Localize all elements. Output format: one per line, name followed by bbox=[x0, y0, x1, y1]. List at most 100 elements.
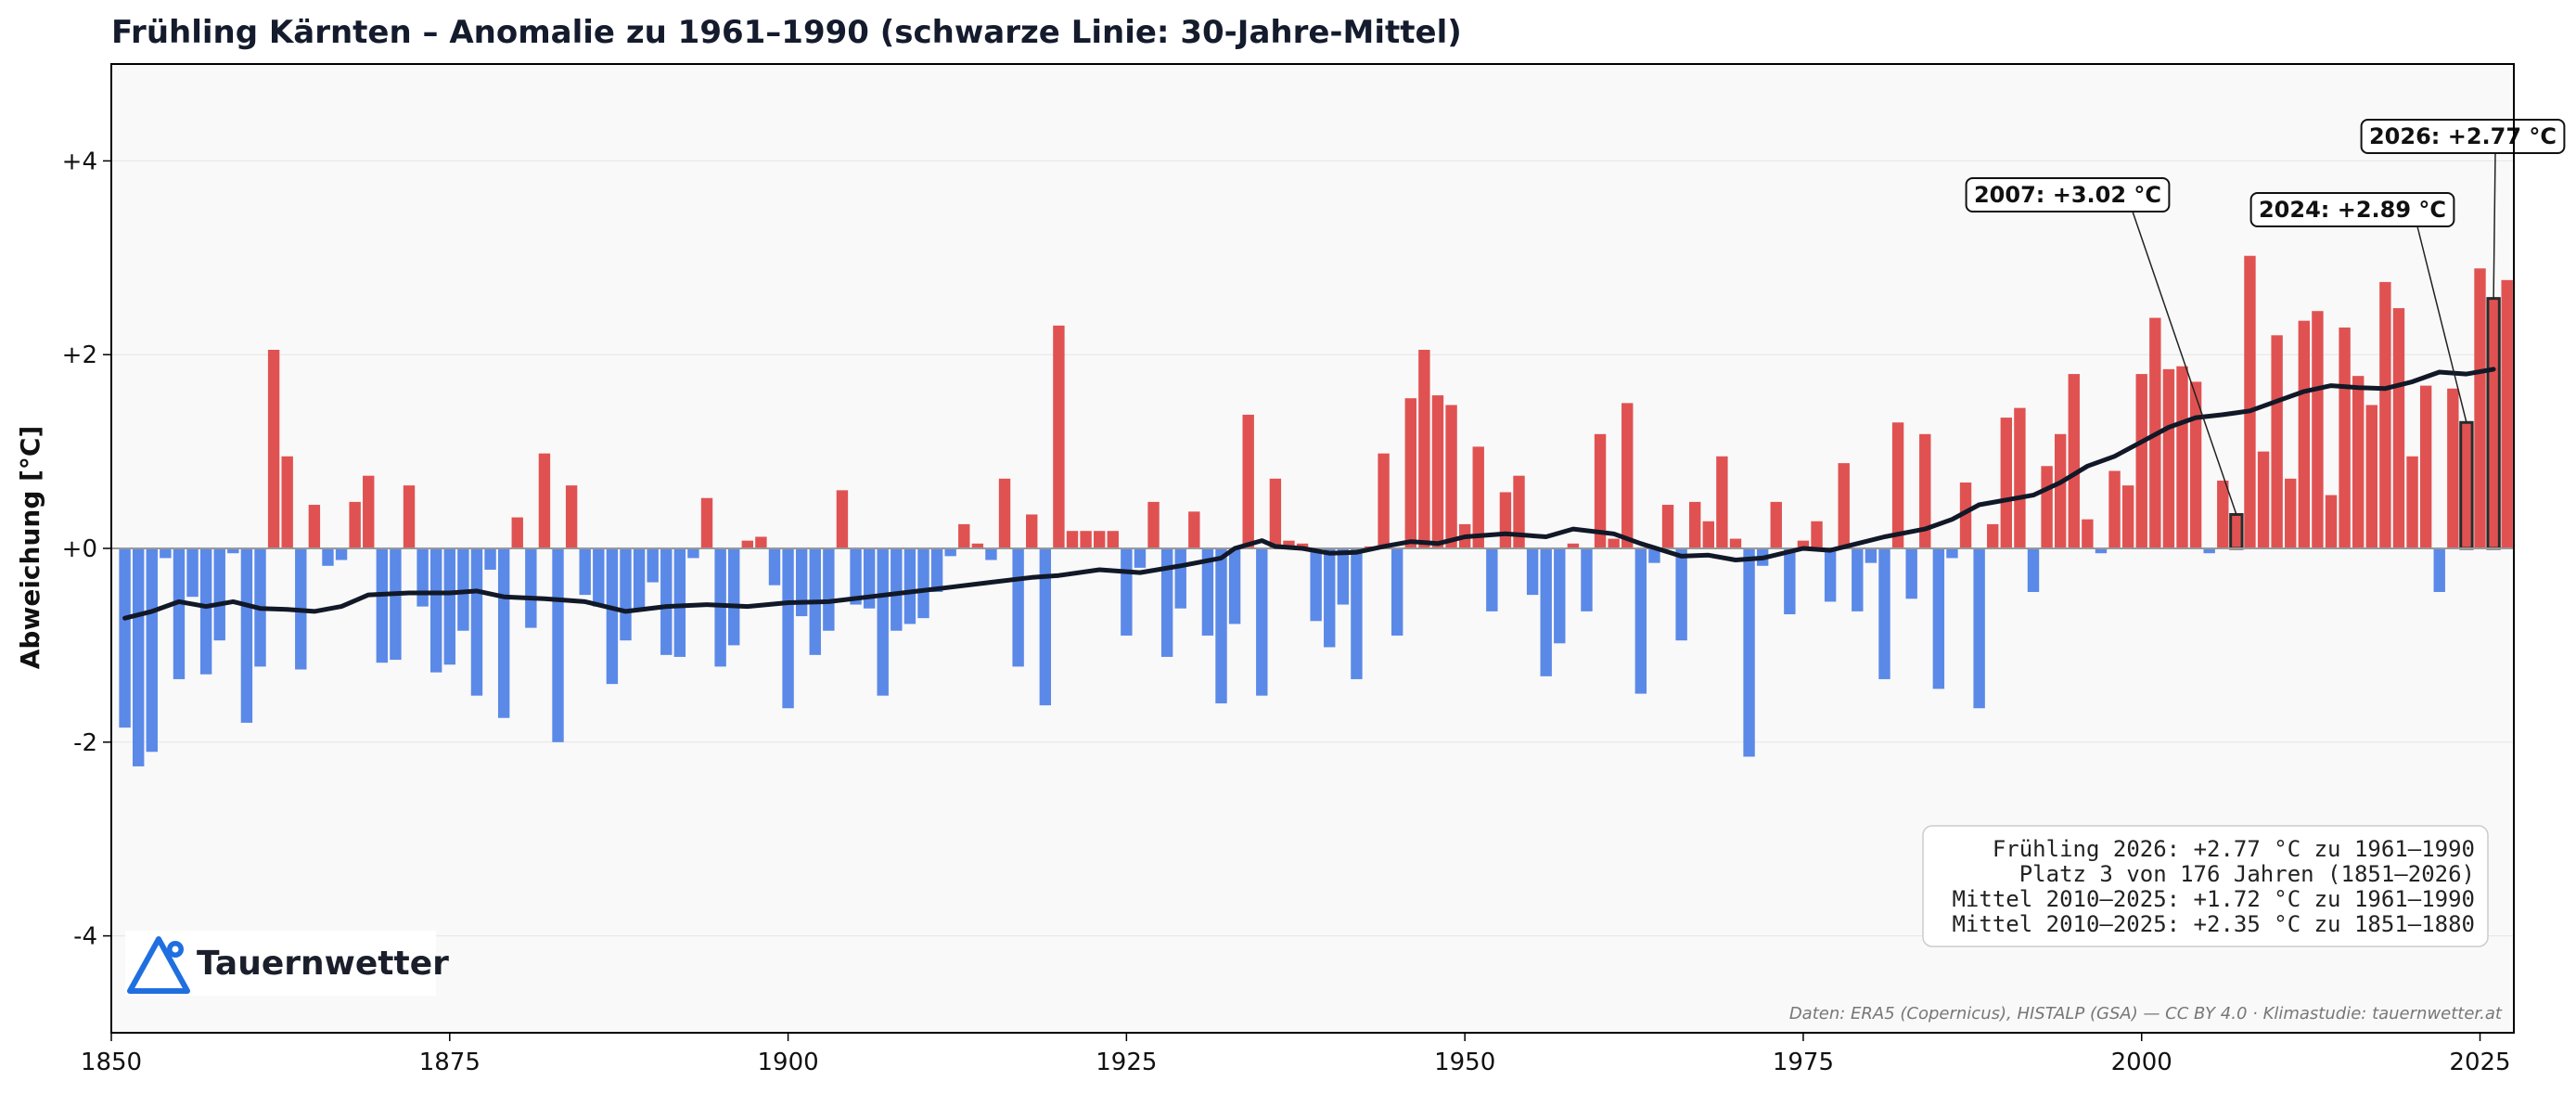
bar-1885 bbox=[579, 548, 591, 596]
running-mean-series bbox=[122, 367, 2496, 621]
bar-2024 bbox=[2459, 420, 2474, 550]
bar-1877 bbox=[470, 548, 483, 696]
bar-1961 bbox=[1608, 538, 1620, 548]
bar-1897 bbox=[741, 540, 754, 548]
bar-2000 bbox=[2135, 374, 2147, 548]
bar-1915 bbox=[985, 548, 997, 560]
bar-1952 bbox=[1486, 548, 1498, 611]
bar-1956 bbox=[1540, 548, 1552, 676]
bar-1944 bbox=[1378, 453, 1390, 548]
bar-2007 bbox=[2229, 512, 2244, 550]
bar-1913 bbox=[958, 523, 970, 548]
bar-1931 bbox=[1201, 548, 1214, 636]
bar-1995 bbox=[2068, 374, 2080, 548]
bar-1986 bbox=[1946, 548, 1958, 559]
x-tick-label: 1850 bbox=[81, 1049, 142, 1076]
bar-1941 bbox=[1337, 548, 1350, 605]
x-tick-label: 2000 bbox=[2111, 1049, 2172, 1076]
x-tick-label: 1975 bbox=[1773, 1049, 1834, 1076]
bar-1963 bbox=[1634, 548, 1647, 694]
bar-1857 bbox=[199, 548, 212, 675]
bar-1983 bbox=[1905, 548, 1917, 599]
bar-1970 bbox=[1729, 538, 1742, 548]
bar-1884 bbox=[565, 485, 578, 548]
bar-2002 bbox=[2162, 368, 2175, 548]
y-tick-label: +4 bbox=[62, 148, 97, 175]
bar-1966 bbox=[1675, 548, 1687, 641]
bar-1869 bbox=[363, 475, 375, 548]
bar-2026 bbox=[2486, 297, 2501, 550]
bar-1930 bbox=[1188, 511, 1200, 548]
bar-1927 bbox=[1147, 501, 1160, 548]
bar-1872 bbox=[403, 485, 416, 548]
bar-1953 bbox=[1499, 492, 1512, 548]
bar-1900 bbox=[782, 548, 794, 709]
bar-1889 bbox=[633, 548, 646, 611]
info-box-frame bbox=[1922, 825, 2489, 947]
bar-1933 bbox=[1228, 548, 1241, 624]
bar-1888 bbox=[620, 548, 632, 641]
info-line: Platz 3 von 176 Jahren (1851–2026) bbox=[2019, 861, 2475, 887]
bar-1892 bbox=[673, 548, 686, 657]
bar-1855 bbox=[173, 548, 186, 679]
bar-1905 bbox=[850, 548, 862, 605]
bar-1994 bbox=[2054, 433, 2067, 548]
bar-1984 bbox=[1919, 433, 1931, 548]
callout-label: 2007: +3.02 °C bbox=[1974, 182, 2161, 208]
bar-1971 bbox=[1743, 548, 1755, 757]
bar-1968 bbox=[1702, 521, 1715, 548]
x-tick-label: 1875 bbox=[419, 1049, 481, 1076]
data-credit: Daten: ERA5 (Copernicus), HISTALP (GSA) … bbox=[1789, 1004, 2503, 1023]
bar-1920 bbox=[1053, 325, 1065, 548]
bar-1940 bbox=[1324, 548, 1336, 648]
bar-1875 bbox=[443, 548, 455, 665]
bar-1883 bbox=[552, 548, 564, 742]
callout-label: 2024: +2.89 °C bbox=[2259, 197, 2446, 223]
mountain-pin-icon bbox=[127, 936, 190, 994]
bar-2013 bbox=[2312, 311, 2324, 548]
bar-1998 bbox=[2108, 470, 2121, 548]
chart-title: Frühling Kärnten – Anomalie zu 1961–1990… bbox=[111, 14, 1462, 51]
bar-1908 bbox=[891, 548, 903, 631]
bar-1880 bbox=[511, 517, 523, 548]
bar-1866 bbox=[322, 548, 334, 566]
bar-2017 bbox=[2365, 405, 2377, 548]
bar-1912 bbox=[944, 548, 956, 557]
bar-2019 bbox=[2392, 308, 2405, 548]
bar-1935 bbox=[1256, 548, 1268, 696]
bar-1978 bbox=[1838, 463, 1850, 548]
bar-1997 bbox=[2095, 548, 2108, 554]
bar-1871 bbox=[390, 548, 402, 661]
bar-1964 bbox=[1648, 548, 1660, 563]
bar-1890 bbox=[647, 548, 659, 583]
annotations: 2007: +3.02 °C 2024: +2.89 °C 2026: +2.77 … bbox=[1965, 119, 2566, 515]
bar-1929 bbox=[1174, 548, 1186, 609]
callout-leader bbox=[2132, 211, 2237, 515]
bar-1906 bbox=[863, 548, 876, 609]
bar-1894 bbox=[700, 497, 713, 548]
bar-1988 bbox=[1973, 548, 1985, 709]
info-line: Frühling 2026: +2.77 °C zu 1961–1990 bbox=[1993, 836, 2475, 862]
info-box: Frühling 2026: +2.77 °C zu 1961–1990 Pla… bbox=[1922, 825, 2489, 947]
bar-2021 bbox=[2419, 385, 2432, 548]
bar-1996 bbox=[2082, 519, 2094, 548]
x-tick-label: 2025 bbox=[2449, 1049, 2510, 1076]
bar-1960 bbox=[1594, 433, 1607, 548]
bar-1891 bbox=[660, 548, 673, 655]
info-line: Mittel 2010–2025: +2.35 °C zu 1851–1880 bbox=[1952, 911, 2475, 937]
bar-1854 bbox=[160, 548, 172, 559]
bar-1867 bbox=[335, 548, 348, 560]
bar-1899 bbox=[768, 548, 781, 586]
bar-1942 bbox=[1351, 548, 1363, 679]
bar-1874 bbox=[429, 548, 442, 673]
bar-1951 bbox=[1472, 446, 1484, 548]
bar-1977 bbox=[1824, 548, 1837, 602]
bar-1909 bbox=[904, 548, 916, 624]
bar-1924 bbox=[1107, 531, 1119, 548]
bar-1962 bbox=[1621, 403, 1634, 548]
bar-1865 bbox=[308, 505, 321, 548]
bar-1918 bbox=[1026, 514, 1038, 548]
bar-1957 bbox=[1554, 548, 1566, 644]
bar-1949 bbox=[1445, 405, 1457, 548]
bar-1948 bbox=[1431, 395, 1444, 548]
